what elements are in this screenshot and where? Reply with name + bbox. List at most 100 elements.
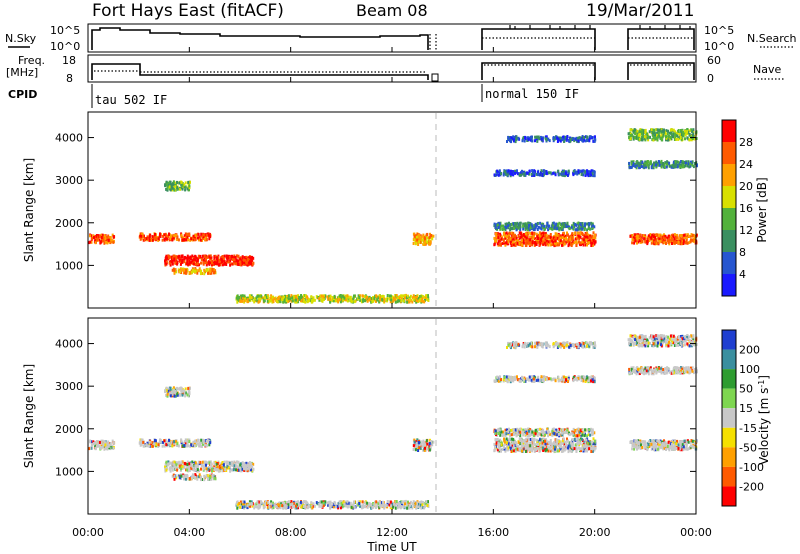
velocity-cell <box>338 500 341 504</box>
velocity-cell <box>172 462 175 466</box>
power-cell <box>689 160 692 164</box>
power-cell <box>260 294 263 298</box>
power-cell <box>551 223 554 227</box>
power-cell <box>179 262 182 266</box>
power-cell <box>431 237 434 241</box>
velocity-cell <box>243 502 246 506</box>
power-cell <box>587 239 589 243</box>
velocity-cell <box>366 501 369 505</box>
velocity-cell <box>306 501 309 505</box>
power-cell <box>205 234 208 237</box>
power-cell <box>266 295 268 299</box>
power-cell <box>371 298 374 302</box>
velocity-cell <box>258 500 261 504</box>
power-cell <box>292 296 295 299</box>
power-cell <box>534 222 537 226</box>
velocity-cell <box>98 441 101 444</box>
power-cell <box>181 258 184 262</box>
velocity-cell <box>248 462 251 466</box>
power-cell <box>531 224 534 228</box>
power-cell <box>401 294 404 298</box>
power-cell <box>183 185 186 189</box>
power-cell <box>573 171 576 175</box>
power-cell <box>175 257 178 261</box>
power-cell <box>207 261 210 265</box>
velocity-cell <box>329 500 332 504</box>
power-cell <box>306 295 309 299</box>
power-cell <box>408 300 411 304</box>
power-cell <box>531 232 534 236</box>
power-cell <box>100 233 103 237</box>
velocity-cell <box>374 500 377 504</box>
velocity-cell <box>329 506 332 510</box>
power-cell <box>199 254 202 258</box>
power-cell <box>510 222 513 226</box>
power-cell <box>527 138 530 142</box>
power-cell <box>669 136 672 139</box>
velocity-cell <box>101 445 104 449</box>
velocity-cell <box>230 460 233 464</box>
power-cell <box>672 235 675 239</box>
velocity-cell <box>413 440 416 444</box>
power-cell <box>679 136 682 139</box>
velocity-cell <box>291 505 294 509</box>
power-cell <box>200 261 202 265</box>
power-cell <box>360 300 363 304</box>
velocity-cell <box>183 389 186 393</box>
velocity-cell <box>396 502 398 506</box>
power-cell <box>510 140 512 144</box>
power-cell <box>188 259 191 263</box>
power-cell <box>631 133 634 137</box>
power-cell <box>529 232 532 235</box>
power-cell <box>588 241 591 245</box>
power-cell <box>346 294 349 298</box>
power-cell <box>193 238 196 242</box>
velocity-cell <box>186 441 189 445</box>
power-cell <box>272 295 274 299</box>
power-cell <box>589 241 592 245</box>
power-cell <box>575 243 578 247</box>
power-cell <box>208 255 211 259</box>
power-cell <box>171 188 174 192</box>
velocity-cell <box>221 466 224 470</box>
velocity-cell <box>427 500 429 504</box>
velocity-cell <box>248 502 251 506</box>
power-cell <box>217 263 220 267</box>
power-cell <box>180 233 183 237</box>
velocity-cell <box>112 441 115 445</box>
power-cell <box>633 136 636 140</box>
power-cell <box>504 243 507 247</box>
velocity-cell <box>180 460 183 464</box>
power-cell <box>534 170 537 174</box>
power-cell <box>349 297 352 301</box>
power-cell <box>582 169 585 173</box>
velocity-cell <box>415 441 418 445</box>
velocity-cell <box>328 500 331 504</box>
power-cell <box>693 239 696 243</box>
velocity-cell <box>194 476 197 479</box>
velocity-cell <box>236 460 238 464</box>
velocity-cell <box>233 464 236 468</box>
power-cell <box>634 233 637 237</box>
power-cell <box>554 239 557 243</box>
power-cell <box>644 138 647 142</box>
power-cell <box>180 254 183 258</box>
velocity-cell <box>318 504 321 508</box>
power-cell <box>544 135 547 139</box>
power-cell <box>575 136 578 140</box>
power-cell <box>182 236 185 240</box>
velocity-cell <box>199 441 202 445</box>
velocity-cell <box>203 478 206 482</box>
power-cell <box>580 223 583 227</box>
velocity-cell <box>412 500 415 504</box>
power-cell <box>381 298 384 302</box>
power-cell <box>269 297 272 301</box>
velocity-cell <box>176 468 179 472</box>
power-cell <box>520 235 523 239</box>
power-cell <box>510 227 513 231</box>
power-cell <box>531 169 534 173</box>
velocity-cell <box>199 478 202 482</box>
power-cell <box>563 224 566 228</box>
power-cell <box>297 300 300 304</box>
velocity-cell <box>347 501 350 505</box>
